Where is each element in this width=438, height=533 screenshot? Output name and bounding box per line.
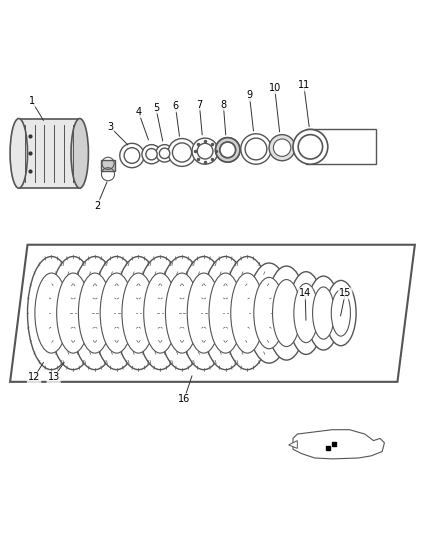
Ellipse shape [223, 256, 271, 370]
Ellipse shape [266, 266, 307, 360]
Polygon shape [19, 118, 80, 188]
Ellipse shape [57, 273, 90, 353]
Text: 14: 14 [299, 288, 311, 298]
Ellipse shape [142, 144, 161, 164]
Ellipse shape [93, 256, 141, 370]
Text: 5: 5 [153, 103, 159, 112]
Text: 16: 16 [178, 394, 190, 404]
Text: 8: 8 [220, 100, 226, 110]
Polygon shape [289, 441, 297, 448]
Ellipse shape [307, 276, 340, 350]
Polygon shape [306, 130, 376, 164]
Ellipse shape [197, 143, 213, 159]
Polygon shape [101, 160, 116, 171]
Text: 10: 10 [268, 83, 281, 93]
Ellipse shape [254, 277, 284, 349]
Ellipse shape [201, 256, 250, 370]
Ellipse shape [100, 273, 133, 353]
Ellipse shape [325, 280, 356, 346]
Polygon shape [293, 430, 385, 459]
Text: 6: 6 [173, 101, 179, 111]
Ellipse shape [215, 138, 240, 162]
Ellipse shape [158, 256, 206, 370]
Ellipse shape [173, 143, 191, 162]
Ellipse shape [124, 148, 140, 163]
Ellipse shape [156, 144, 173, 162]
Ellipse shape [71, 256, 119, 370]
Ellipse shape [144, 273, 177, 353]
Ellipse shape [120, 143, 144, 168]
Ellipse shape [49, 256, 97, 370]
Ellipse shape [35, 273, 68, 353]
Ellipse shape [187, 273, 220, 353]
Ellipse shape [298, 135, 322, 159]
Ellipse shape [241, 134, 271, 164]
Ellipse shape [220, 142, 236, 158]
Text: 4: 4 [135, 107, 141, 117]
Ellipse shape [180, 256, 228, 370]
Ellipse shape [159, 148, 170, 158]
Ellipse shape [10, 118, 28, 188]
Text: 7: 7 [196, 100, 202, 110]
Ellipse shape [220, 142, 236, 158]
Ellipse shape [28, 256, 75, 370]
Text: 9: 9 [247, 91, 253, 100]
Text: 3: 3 [107, 122, 113, 132]
Ellipse shape [122, 273, 155, 353]
Ellipse shape [331, 290, 350, 336]
Ellipse shape [273, 139, 291, 156]
Ellipse shape [293, 130, 328, 164]
Ellipse shape [146, 149, 157, 160]
Ellipse shape [247, 263, 291, 363]
Ellipse shape [269, 135, 295, 161]
Ellipse shape [115, 256, 162, 370]
Text: 15: 15 [339, 288, 351, 298]
Ellipse shape [209, 273, 242, 353]
Polygon shape [10, 245, 415, 382]
Ellipse shape [313, 287, 334, 339]
Text: 2: 2 [94, 200, 100, 211]
Text: 12: 12 [28, 373, 40, 383]
Ellipse shape [166, 273, 198, 353]
Ellipse shape [294, 284, 318, 343]
Ellipse shape [78, 273, 112, 353]
Ellipse shape [215, 138, 240, 162]
Ellipse shape [136, 256, 184, 370]
Text: 1: 1 [29, 96, 35, 106]
Ellipse shape [168, 139, 196, 166]
Ellipse shape [71, 118, 88, 188]
Ellipse shape [289, 272, 323, 354]
Ellipse shape [245, 138, 267, 160]
Ellipse shape [272, 279, 300, 346]
Text: 13: 13 [47, 373, 60, 383]
Text: 11: 11 [298, 80, 310, 91]
Ellipse shape [231, 273, 264, 353]
Ellipse shape [192, 138, 218, 164]
